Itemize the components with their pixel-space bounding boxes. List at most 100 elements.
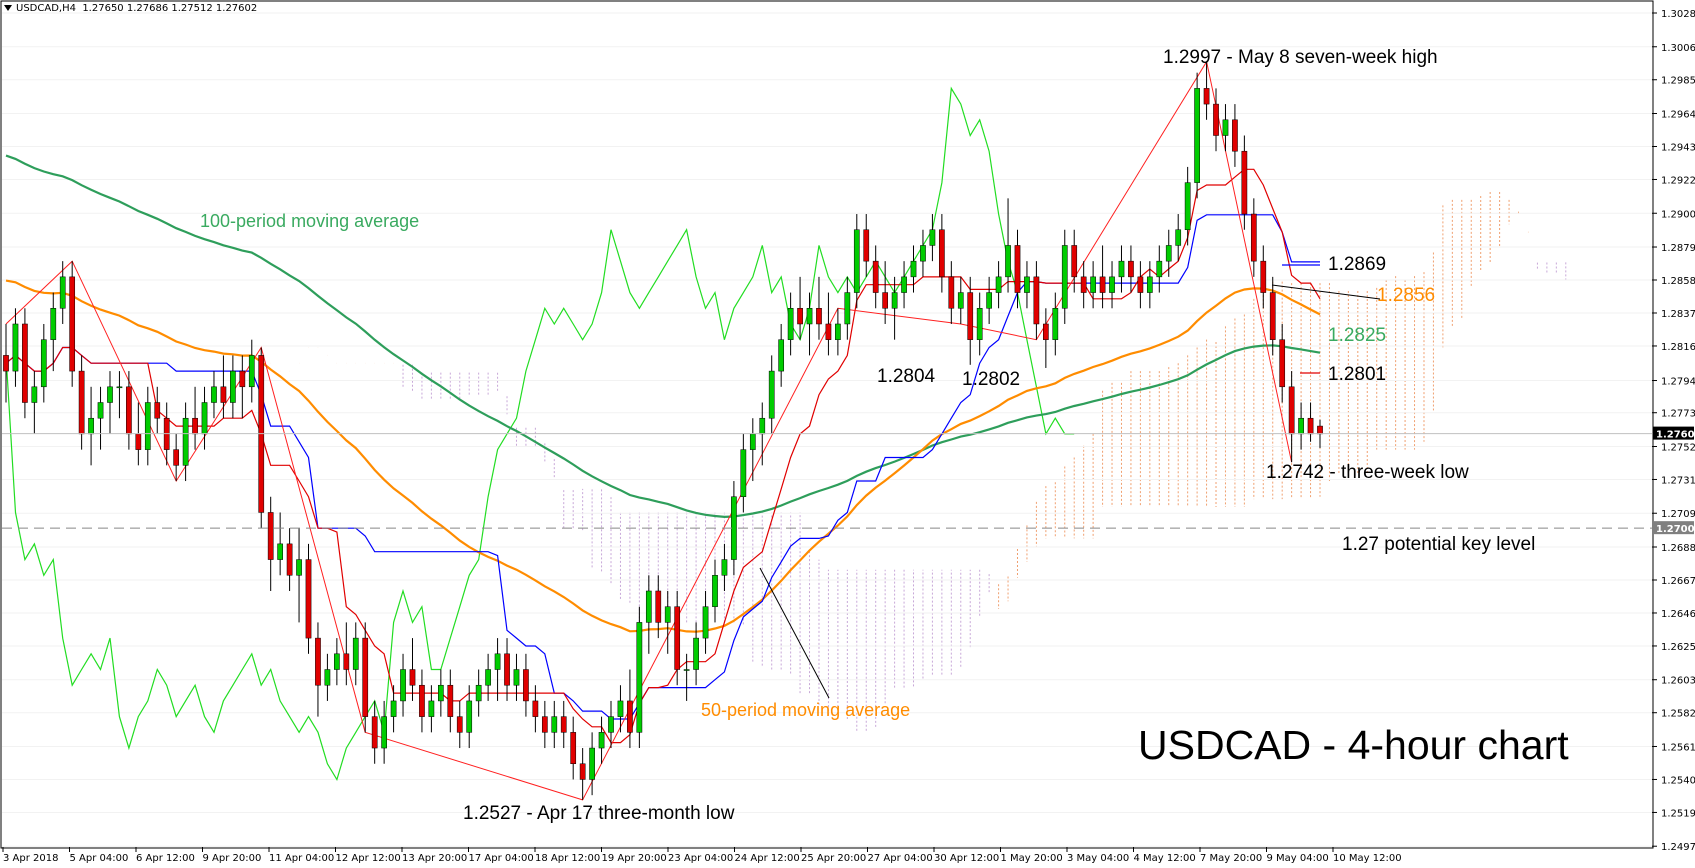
- candle-body: [778, 339, 785, 372]
- candle-body: [882, 292, 889, 309]
- candle-body: [1165, 245, 1172, 262]
- candle-body: [343, 653, 350, 670]
- candle-body: [1222, 119, 1229, 136]
- candle-body: [1043, 323, 1049, 340]
- candle-body: [1213, 103, 1219, 136]
- candle-body: [910, 260, 917, 278]
- candle-body: [655, 590, 662, 623]
- x-tick-label: 12 Apr 12:00: [336, 853, 401, 864]
- annotation-three-week-low: 1.2742 - three-week low: [1266, 462, 1469, 483]
- candle-body: [1024, 276, 1030, 293]
- candle-body: [22, 323, 28, 403]
- x-tick-label: 5 Apr 04:00: [70, 853, 129, 864]
- ichimoku-cloud: [402, 192, 1567, 731]
- annotation-three-month-low: 1.2527 - Apr 17 three-month low: [463, 803, 735, 824]
- candle-body: [636, 622, 643, 733]
- x-tick-label: 4 May 12:00: [1134, 853, 1196, 864]
- candle-body: [1317, 425, 1323, 435]
- key-level-tag-label: 1.27000: [1656, 524, 1695, 535]
- candle-body: [78, 370, 85, 435]
- annotation-ma50: 50-period moving average: [701, 700, 911, 720]
- candles: [3, 61, 1323, 800]
- candle-body: [504, 653, 510, 686]
- candle-body: [976, 308, 983, 340]
- candle-body: [532, 700, 539, 717]
- candle-body: [816, 308, 822, 325]
- candle-body: [598, 732, 605, 749]
- candle-body: [939, 229, 945, 278]
- candle-body: [1146, 276, 1153, 293]
- candle-body: [1269, 292, 1276, 340]
- y-tick-label: 1.27095: [1661, 509, 1695, 520]
- y-tick-label: 1.25825: [1661, 709, 1695, 720]
- candle-body: [863, 229, 870, 262]
- x-tick-label: 24 Apr 12:00: [735, 853, 800, 864]
- candle-body: [1080, 276, 1087, 293]
- x-tick-label: 3 May 04:00: [1067, 853, 1129, 864]
- candle-body: [920, 245, 926, 262]
- candle-body: [1250, 213, 1257, 262]
- candle-body: [352, 637, 359, 670]
- y-tick-label: 1.27520: [1661, 442, 1695, 453]
- candle-body: [1260, 260, 1267, 293]
- y-tick-label: 1.29220: [1661, 175, 1695, 186]
- y-tick-label: 1.29640: [1661, 110, 1695, 121]
- x-tick-label: 11 Apr 04:00: [269, 853, 334, 864]
- grid: [2, 12, 1652, 847]
- candle-body: [835, 323, 841, 340]
- x-tick-label: 27 Apr 04:00: [868, 853, 933, 864]
- candle-body: [749, 433, 756, 450]
- x-tick-label: 1 May 20:00: [1001, 853, 1063, 864]
- x-tick-label: 9 Apr 20:00: [203, 853, 262, 864]
- candle-body: [1241, 150, 1248, 215]
- candle-body: [192, 417, 198, 435]
- candle-body: [986, 292, 992, 309]
- candle-body: [1307, 417, 1314, 435]
- candle-body: [702, 606, 709, 639]
- candle-body: [447, 684, 454, 717]
- candle-body: [1194, 88, 1200, 183]
- y-tick-label: 1.26460: [1661, 609, 1695, 620]
- y-tick-label: 1.28160: [1661, 342, 1695, 353]
- dropdown-triangle-icon[interactable]: [4, 5, 12, 11]
- annotation-1-2802: 1.2802: [962, 369, 1021, 390]
- candle-body: [182, 417, 189, 466]
- candle-body: [806, 308, 813, 325]
- x-tick-label: 3 Apr 2018: [3, 853, 58, 864]
- candle-body: [154, 402, 161, 419]
- candle-body: [929, 229, 936, 246]
- candle-body: [334, 653, 340, 670]
- candle-body: [1109, 276, 1115, 293]
- annotation-1-2825: 1.2825: [1328, 325, 1387, 346]
- y-tick-label: 1.26880: [1661, 543, 1695, 554]
- x-tick-label: 7 May 20:00: [1200, 853, 1262, 864]
- x-tick-label: 25 Apr 20:00: [801, 853, 866, 864]
- candle-body: [551, 716, 558, 733]
- annotation-ma100: 100-period moving average: [200, 211, 420, 231]
- candle-body: [513, 669, 520, 686]
- candle-body: [627, 700, 633, 733]
- candle-body: [1052, 308, 1059, 340]
- candle-body: [211, 386, 217, 403]
- ma100-line: [5, 154, 1321, 519]
- annotation-1-2804: 1.2804: [877, 366, 936, 387]
- x-tick-label: 9 May 04:00: [1267, 853, 1329, 864]
- candle-body: [107, 386, 113, 403]
- candle-body: [1288, 386, 1295, 435]
- candle-body: [853, 229, 860, 293]
- candle-body: [712, 575, 718, 607]
- y-tick-label: 1.25610: [1661, 742, 1695, 753]
- candle-body: [220, 386, 227, 403]
- candle-body: [541, 716, 548, 733]
- chart-title: USDCAD - 4-hour chart: [1138, 722, 1569, 768]
- candle-body: [579, 763, 586, 780]
- candle-body: [390, 700, 397, 717]
- candle-body: [844, 292, 851, 325]
- candle-body: [239, 370, 246, 388]
- price-axis: 1.30280 1.30065 1.29855 1.29640 1.29430 1.292…: [1652, 9, 1695, 853]
- candle-body: [494, 653, 501, 670]
- annotation-1-2856: 1.2856: [1377, 285, 1436, 306]
- x-tick-label: 19 Apr 20:00: [602, 853, 667, 864]
- time-axis: 3 Apr 2018 5 Apr 04:00 6 Apr 12:00 9 Apr 20…: [2, 847, 1402, 864]
- candle-body: [485, 669, 491, 686]
